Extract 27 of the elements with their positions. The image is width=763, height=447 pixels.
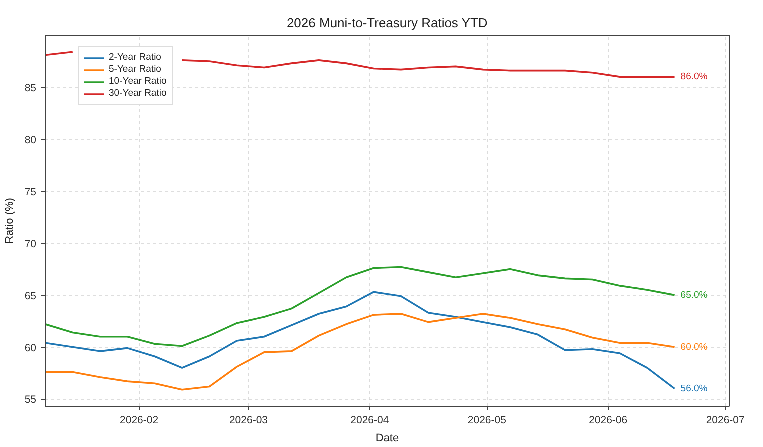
y-tick-label: 55 bbox=[24, 394, 37, 406]
chart-title: 2026 Muni-to-Treasury Ratios YTD bbox=[286, 16, 488, 30]
y-tick-label: 70 bbox=[24, 238, 37, 250]
line-series bbox=[46, 313, 676, 391]
x-axis-title: Date bbox=[376, 432, 400, 444]
line-series bbox=[46, 291, 676, 390]
legend-label: 2-Year Ratio bbox=[109, 52, 162, 63]
x-tick-label: 2026-03 bbox=[229, 414, 268, 426]
x-tick-label: 2026-06 bbox=[589, 414, 628, 426]
legend-label: 10-Year Ratio bbox=[109, 76, 167, 87]
x-tick-label: 2026-05 bbox=[468, 414, 507, 426]
x-tick-label: 2026-02 bbox=[120, 414, 159, 426]
data-label: 56.0% bbox=[680, 383, 708, 394]
legend-label: 5-Year Ratio bbox=[109, 64, 162, 75]
y-axis-title: Ratio (%) bbox=[4, 198, 16, 244]
data-label: 86.0% bbox=[680, 72, 708, 83]
y-tick-label: 80 bbox=[24, 134, 37, 146]
data-label: 65.0% bbox=[680, 290, 708, 301]
x-tick-label: 2026-04 bbox=[350, 414, 390, 426]
y-tick-label: 85 bbox=[24, 82, 37, 94]
data-label: 60.0% bbox=[680, 342, 708, 353]
y-tick-label: 60 bbox=[24, 342, 37, 354]
line-series bbox=[46, 266, 676, 348]
y-tick-label: 65 bbox=[24, 290, 37, 302]
y-tick-label: 75 bbox=[24, 186, 37, 198]
legend-label: 30-Year Ratio bbox=[109, 88, 167, 99]
x-tick-label: 2026-07 bbox=[706, 414, 746, 426]
